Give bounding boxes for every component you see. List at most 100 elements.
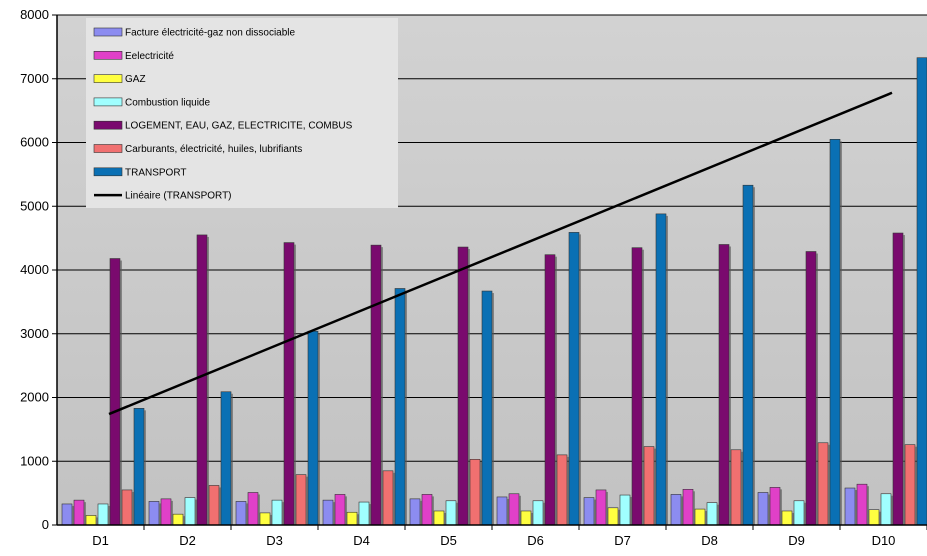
x-tick-label: D8 xyxy=(701,533,718,548)
bar xyxy=(829,139,841,526)
bar-shadow xyxy=(543,502,545,525)
legend-swatch xyxy=(93,144,123,153)
legend-label: Combustion liquide xyxy=(125,97,210,108)
legend-label: TRANSPORT xyxy=(125,167,187,178)
bar xyxy=(121,489,133,526)
bar-shadow xyxy=(729,246,731,525)
legend: Facture électricité-gaz non dissociable E… xyxy=(86,18,398,208)
bar xyxy=(496,496,508,526)
legend-label: Facture électricité-gaz non dissociable xyxy=(125,28,296,39)
bar xyxy=(295,474,307,526)
bar xyxy=(457,246,469,526)
x-tick-label: D1 xyxy=(92,533,109,548)
bar-shadow xyxy=(768,494,770,525)
bar-shadow xyxy=(369,504,371,525)
bar xyxy=(619,494,631,526)
bar xyxy=(97,503,109,526)
bar-shadow xyxy=(867,486,869,525)
bar-shadow xyxy=(144,410,146,525)
bar-shadow xyxy=(555,256,557,525)
bar xyxy=(322,499,334,526)
legend-label: Linéaire (TRANSPORT) xyxy=(125,191,232,202)
bar-shadow xyxy=(666,215,668,525)
bar xyxy=(148,501,160,526)
y-tick-label: 4000 xyxy=(20,262,49,277)
y-tick-label: 2000 xyxy=(20,390,49,405)
legend-swatch xyxy=(93,50,123,60)
trendline xyxy=(108,91,893,416)
bar-shadow xyxy=(855,490,857,525)
bar xyxy=(133,408,145,526)
bar-shadow xyxy=(693,491,695,525)
bar-shadow xyxy=(96,517,98,525)
legend-label: LOGEMENT, EAU, GAZ, ELECTRICITE, COMBUS xyxy=(125,121,353,132)
bar-shadow xyxy=(840,141,842,525)
bar xyxy=(235,501,247,526)
bar xyxy=(421,494,433,526)
bar-shadow xyxy=(891,495,893,525)
y-tick-label: 7000 xyxy=(20,71,49,86)
bar-shadow xyxy=(120,260,122,525)
bar xyxy=(631,247,643,526)
bar-shadow xyxy=(507,498,509,525)
bar xyxy=(544,254,556,526)
bar-shadow xyxy=(606,491,608,525)
x-tick-label: D3 xyxy=(266,533,283,548)
bar xyxy=(481,290,493,526)
y-tick-label: 0 xyxy=(42,517,49,532)
bar-shadow xyxy=(258,494,260,525)
bar xyxy=(568,232,580,526)
bar xyxy=(520,510,532,526)
bar-shadow xyxy=(432,496,434,525)
bar-shadow xyxy=(393,472,395,525)
bar-shadow xyxy=(219,487,221,525)
y-tick-label: 8000 xyxy=(20,7,49,22)
legend-swatch xyxy=(93,74,123,83)
bar-shadow xyxy=(381,247,383,525)
bar-shadow xyxy=(531,512,533,525)
bar-shadow xyxy=(492,293,494,525)
legend-swatch xyxy=(93,120,123,130)
bar xyxy=(259,512,271,526)
bar-shadow xyxy=(333,502,335,525)
bar xyxy=(358,501,370,526)
bar xyxy=(334,494,346,526)
bar xyxy=(532,500,544,526)
bar-shadow xyxy=(132,491,134,525)
bar-shadow xyxy=(72,505,74,525)
bar-shadow xyxy=(159,503,161,525)
bar xyxy=(844,487,856,526)
x-tick-label: D5 xyxy=(440,533,457,548)
bar-shadow xyxy=(879,511,881,525)
bar xyxy=(172,513,184,526)
bar xyxy=(706,502,718,526)
bar xyxy=(904,444,916,526)
bar-shadow xyxy=(183,516,185,525)
bar-shadow xyxy=(816,253,818,525)
bar xyxy=(208,485,220,526)
bar xyxy=(793,500,805,526)
x-tick-label: D10 xyxy=(872,533,896,548)
bar-shadow xyxy=(444,512,446,525)
bar xyxy=(916,57,927,526)
bar xyxy=(508,493,520,526)
bar-shadow xyxy=(741,451,743,525)
trendline-layer xyxy=(108,91,893,416)
bar xyxy=(370,244,382,526)
bar xyxy=(271,499,283,526)
bar-shadow xyxy=(420,500,422,525)
bar-shadow xyxy=(915,446,917,525)
bar xyxy=(196,234,208,526)
bar xyxy=(382,470,394,526)
legend-swatch xyxy=(93,27,123,37)
x-tick-label: D6 xyxy=(527,533,544,548)
bar-shadow xyxy=(84,502,86,525)
bar-shadow xyxy=(306,476,308,525)
bar xyxy=(892,232,904,526)
bar xyxy=(607,507,619,526)
bar-shadow xyxy=(804,502,806,525)
bar-shadow xyxy=(231,393,233,525)
bar-shadow xyxy=(753,187,755,525)
bar-shadow xyxy=(780,489,782,525)
